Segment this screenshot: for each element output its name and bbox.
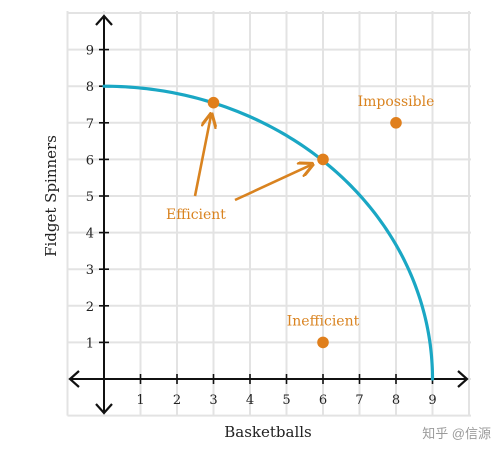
y-tick-label: 8	[86, 80, 94, 95]
y-tick-label: 2	[86, 300, 94, 315]
x-tick-label: 9	[428, 393, 436, 408]
data-points: Impossible Inefficient	[207, 94, 435, 349]
x-axis-right-arrow	[457, 370, 469, 388]
point-label: Impossible	[358, 94, 435, 110]
efficient-arrow	[234, 165, 311, 202]
y-axis-label: Fidget Spinners	[42, 135, 60, 257]
y-tick-label: 4	[86, 227, 94, 242]
efficient-arrow	[193, 115, 211, 197]
y-axis-bottom-arrow	[95, 403, 113, 415]
x-tick-label: 8	[392, 393, 400, 408]
frontier-curve-group	[102, 84, 435, 381]
x-axis-label: Basketballs	[224, 423, 312, 441]
point-label: Inefficient	[287, 313, 360, 329]
annotations: Efficient	[166, 115, 311, 223]
grid	[66, 11, 471, 417]
y-tick-label: 3	[86, 263, 94, 278]
x-tick-label: 3	[209, 393, 217, 408]
x-axis-left-arrow	[68, 370, 80, 388]
frontier-curve	[102, 84, 435, 381]
axes	[68, 14, 469, 415]
y-tick-label: 1	[86, 336, 94, 351]
efficient-label: Efficient	[166, 207, 226, 223]
x-tick-label: 4	[246, 393, 254, 408]
x-tick-label: 1	[136, 393, 144, 408]
y-tick-label: 6	[86, 153, 94, 168]
x-tick-label: 6	[319, 393, 327, 408]
x-tick-label: 5	[282, 393, 290, 408]
x-tick-label: 7	[355, 393, 363, 408]
data-point	[317, 336, 329, 349]
data-point	[207, 96, 220, 109]
y-axis-top-arrow	[95, 14, 113, 26]
y-tick-label: 9	[86, 44, 94, 59]
data-point	[390, 117, 402, 129]
tick-labels: 1 2 3 4 5 6 7 8 9 1 2 3 4 5 6 7 8 9	[86, 44, 437, 408]
y-tick-label: 5	[86, 190, 94, 205]
watermark-text: 知乎 @信源	[422, 426, 491, 441]
x-tick-label: 2	[173, 393, 181, 408]
data-point	[317, 153, 329, 166]
y-tick-label: 7	[86, 117, 94, 132]
